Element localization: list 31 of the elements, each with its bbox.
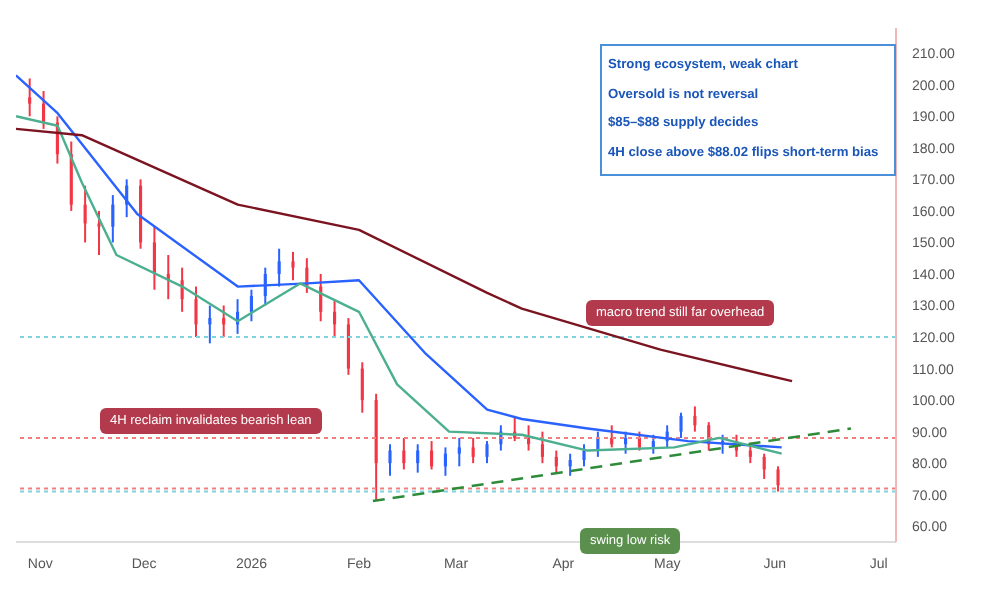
candlestick [277,247,281,288]
candlestick [194,285,198,339]
candlestick [360,361,364,414]
candlestick [471,436,475,465]
candlestick [416,443,420,474]
candlestick [97,209,101,257]
candlestick [152,225,156,291]
candlestick [430,440,434,471]
candlestick [693,405,697,433]
candlestick [249,288,253,323]
candlestick [208,304,212,345]
candlestick [388,443,392,477]
candlestick [222,304,226,339]
candlestick [748,443,752,465]
candlestick [346,317,350,376]
candlestick [457,436,461,468]
candlestick [443,446,447,477]
candlestick [111,194,115,244]
candlestick [333,298,337,339]
candlestick [485,440,489,465]
candlestick [291,250,295,282]
candlestick [568,452,572,477]
candlestick [83,184,87,244]
candlestick [679,411,683,439]
candlestick [582,443,586,468]
candlestick [762,452,766,480]
candlestick [540,430,544,465]
candlestick [28,77,32,118]
candlestick [402,436,406,471]
candlestick [776,465,780,493]
candlestick [554,449,558,474]
